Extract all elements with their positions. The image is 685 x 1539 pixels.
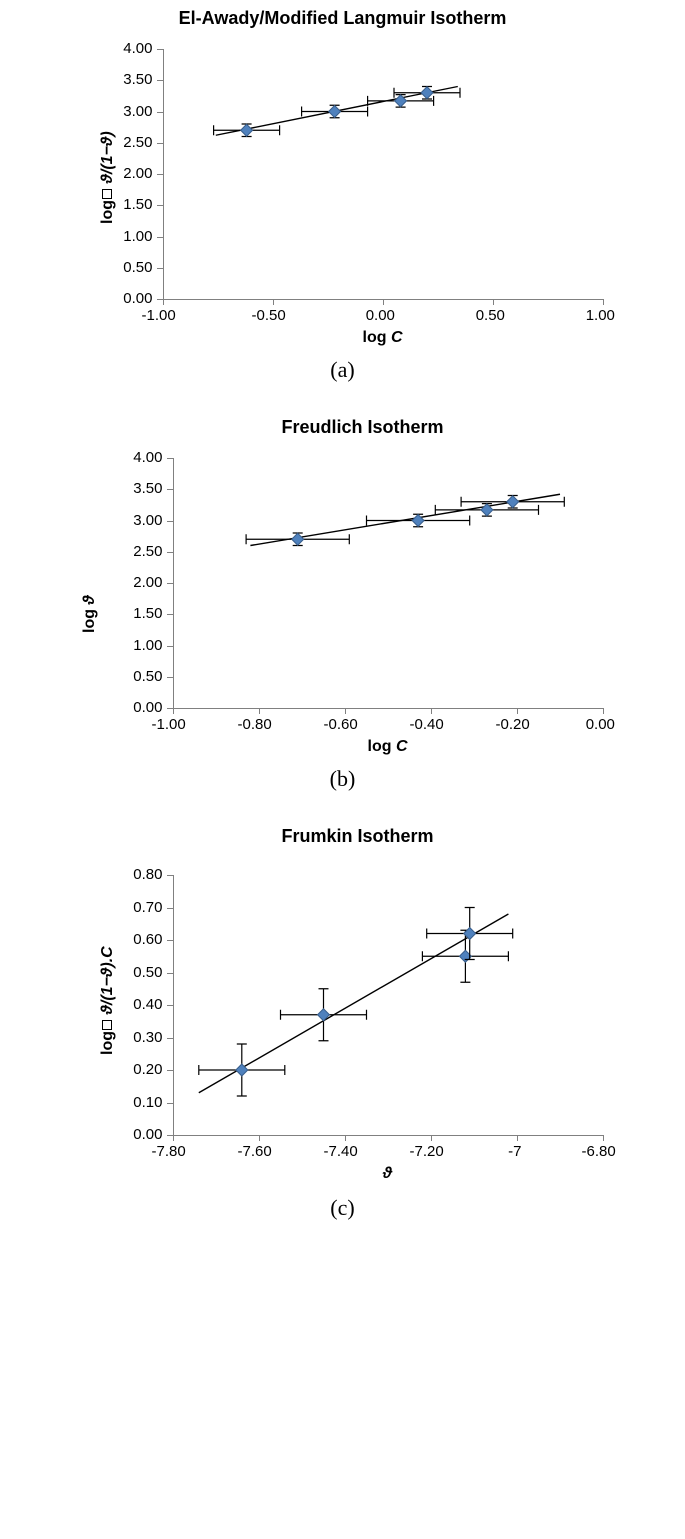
chart-panel-a: El-Awady/Modified Langmuir Isotherm0.000… xyxy=(0,0,685,383)
chart-wrap-a: 0.000.501.001.502.002.503.003.504.00-1.0… xyxy=(53,29,633,339)
chart-panel-c: Frumkin Isotherm0.000.100.200.300.400.50… xyxy=(0,818,685,1221)
trend-line xyxy=(198,914,508,1093)
data-point xyxy=(412,515,424,527)
chart-wrap-b: 0.000.501.001.502.002.503.003.504.00-1.0… xyxy=(53,438,633,748)
sub-label-b: (b) xyxy=(0,766,685,792)
plot-svg xyxy=(53,847,633,1177)
plot-svg xyxy=(53,29,633,339)
data-point xyxy=(506,496,518,508)
chart-panel-b: Freudlich Isotherm0.000.501.001.502.002.… xyxy=(0,409,685,792)
plot-svg xyxy=(53,438,633,748)
data-point xyxy=(421,87,433,99)
panel-title-c: Frumkin Isotherm xyxy=(30,818,685,847)
sub-label-a: (a) xyxy=(0,357,685,383)
panel-title-b: Freudlich Isotherm xyxy=(40,409,685,438)
data-point xyxy=(291,533,303,545)
chart-wrap-c: 0.000.100.200.300.400.500.600.700.80-7.8… xyxy=(53,847,633,1177)
sub-label-c: (c) xyxy=(0,1195,685,1221)
panel-title-a: El-Awady/Modified Langmuir Isotherm xyxy=(0,0,685,29)
data-point xyxy=(328,106,340,118)
data-point xyxy=(240,124,252,136)
